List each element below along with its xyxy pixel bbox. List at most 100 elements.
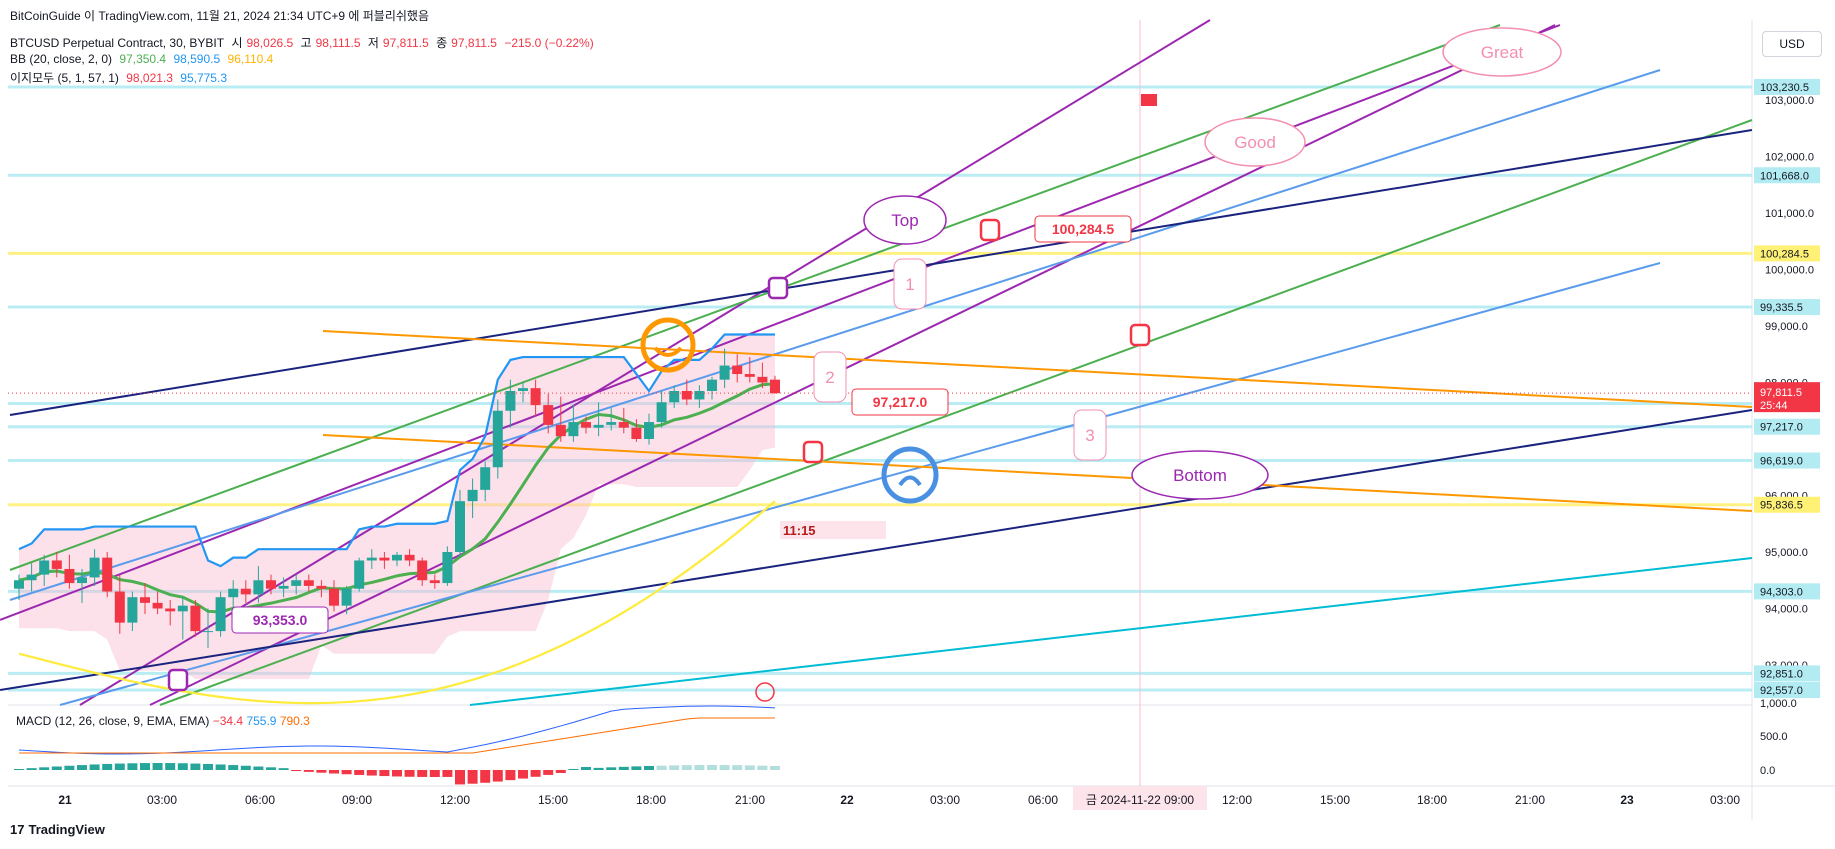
candle-body xyxy=(644,422,654,439)
easy-legend[interactable]: 이지모두 (5, 1, 57, 1) 98,021.3 95,775.3 xyxy=(10,69,231,86)
macd-bar xyxy=(39,767,50,770)
candle xyxy=(429,574,440,589)
x-tick-label: 21:00 xyxy=(1515,793,1545,807)
candle-body xyxy=(530,388,541,406)
candle xyxy=(354,557,365,592)
candle xyxy=(681,379,692,406)
x-tick-label: 09:00 xyxy=(342,793,372,807)
macd-bar xyxy=(89,764,100,770)
candle-body xyxy=(127,597,138,623)
x-tick-label: 23 xyxy=(1620,793,1634,807)
close-value: 97,811.5 xyxy=(451,36,497,50)
candle-body xyxy=(39,560,50,575)
candle-body xyxy=(770,379,780,394)
candle-body xyxy=(51,560,62,569)
macd-bar xyxy=(669,765,680,770)
candle xyxy=(543,393,554,434)
candle xyxy=(669,385,680,408)
candle xyxy=(165,600,176,626)
macd-bar xyxy=(442,770,453,777)
candle-body xyxy=(593,424,604,428)
hand-pointer-icon xyxy=(979,218,1001,242)
bb-legend[interactable]: BB (20, close, 2, 0) 97,350.4 98,590.5 9… xyxy=(10,52,277,66)
macd-bar xyxy=(719,765,730,770)
macd-bar xyxy=(543,770,554,775)
level-label-box xyxy=(1754,245,1820,262)
macd-legend[interactable]: MACD (12, 26, close, 9, EMA, EMA) −34.4 … xyxy=(16,714,310,728)
symbol-name[interactable]: BTCUSD Perpetual Contract, 30, BYBIT xyxy=(10,36,225,50)
low-label: 저 xyxy=(367,36,379,50)
level-label-box xyxy=(1754,452,1820,469)
crosshair-time-box xyxy=(1073,786,1207,810)
macd-bar xyxy=(354,770,365,775)
candle xyxy=(593,402,604,437)
candle xyxy=(518,382,528,403)
tradingview-logo[interactable]: 17 TradingView xyxy=(10,822,105,837)
level-label-box xyxy=(1754,167,1820,184)
candle xyxy=(404,549,415,567)
macd-bar xyxy=(770,765,780,770)
bb-upper-value: 98,590.5 xyxy=(173,52,221,66)
x-tick-label: 03:00 xyxy=(1710,793,1740,807)
level-label-box xyxy=(1754,496,1820,513)
candle xyxy=(530,379,541,417)
step-marker: 1 xyxy=(893,258,927,310)
macd-bar xyxy=(14,769,24,770)
candle-body xyxy=(278,585,289,589)
macd-axis-label: 0.0 xyxy=(1760,765,1775,777)
candle-body xyxy=(732,365,743,375)
macd-value: 755.9 xyxy=(246,714,277,728)
macd-bar xyxy=(467,770,478,784)
macd-bar xyxy=(593,767,604,770)
macd-bar xyxy=(581,766,591,770)
candle-body xyxy=(354,560,365,589)
note-box xyxy=(231,606,329,634)
orange-line xyxy=(322,434,1753,512)
x-tick-label: 12:00 xyxy=(1222,793,1252,807)
candle xyxy=(480,461,491,502)
candle xyxy=(732,354,743,383)
macd-bar xyxy=(505,770,516,781)
candle-body xyxy=(744,374,755,377)
macd-bar xyxy=(732,765,743,770)
candle-body xyxy=(429,580,440,584)
y-tick-label: 100,000.0 xyxy=(1765,265,1814,277)
candle-body xyxy=(77,577,87,584)
macd-bar xyxy=(631,766,642,770)
candle-body xyxy=(102,557,113,592)
step-marker: 3 xyxy=(1073,409,1107,461)
candle-body xyxy=(392,554,402,561)
macd-bar xyxy=(644,765,654,770)
macd-bar xyxy=(140,763,150,770)
time-note-box xyxy=(780,521,886,539)
price-level-label: 94,303.0 xyxy=(1754,583,1820,600)
currency-button[interactable]: USD xyxy=(1762,31,1822,57)
candle-body xyxy=(442,552,453,584)
price-level-label: 100,284.5 xyxy=(1754,245,1820,262)
x-tick-label: 06:00 xyxy=(245,793,275,807)
macd-bar xyxy=(417,770,428,777)
candle-body xyxy=(215,597,226,632)
candle xyxy=(505,379,516,428)
x-tick-label: 18:00 xyxy=(1417,793,1447,807)
macd-bar xyxy=(240,765,251,770)
macd-bar xyxy=(165,763,176,770)
candle-body xyxy=(631,427,642,439)
candle-body xyxy=(152,602,163,609)
x-tick-label: 03:00 xyxy=(930,793,960,807)
macd-bar xyxy=(366,770,377,776)
macd-label: MACD (12, 26, close, 9, EMA, EMA) xyxy=(16,714,210,728)
candle-body xyxy=(114,591,125,623)
price-level-label: 96,619.0 xyxy=(1754,452,1820,469)
candle-body xyxy=(518,388,528,391)
candle xyxy=(719,348,730,389)
candle-body xyxy=(455,501,465,552)
lightning-icon xyxy=(755,682,775,702)
candle-body xyxy=(240,588,251,595)
macd-bar xyxy=(253,766,264,770)
candle xyxy=(26,563,37,592)
y-tick-label: 103,000.0 xyxy=(1765,95,1814,107)
annotation-good: Good xyxy=(1204,117,1306,167)
candle xyxy=(316,580,327,598)
